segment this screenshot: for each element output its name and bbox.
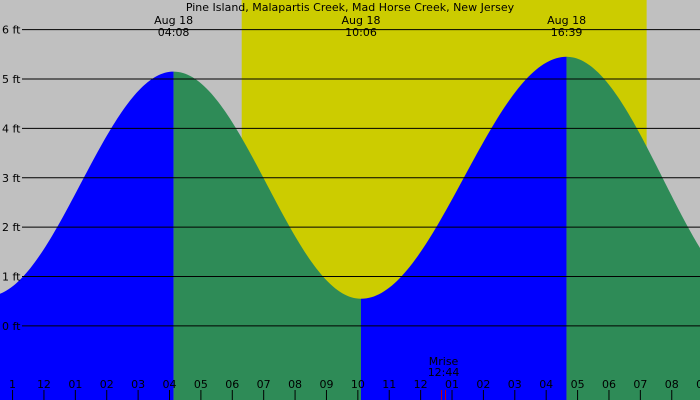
x-tick-label: 10 <box>351 378 365 391</box>
x-tick-label: 08 <box>288 378 302 391</box>
gridlines <box>22 29 700 327</box>
x-tick-label: 02 <box>476 378 490 391</box>
y-tick-label: 6 ft <box>2 24 21 37</box>
y-tick-label: 5 ft <box>2 73 21 86</box>
y-axis-labels: 0 ft 1 ft 2 ft 3 ft 4 ft 5 ft 6 ft <box>2 24 21 333</box>
x-tick-label: 09 <box>696 378 700 391</box>
chart-title: Pine Island, Malapartis Creek, Mad Horse… <box>186 1 515 14</box>
x-tick-label: 05 <box>194 378 208 391</box>
x-tick-label: 03 <box>508 378 522 391</box>
x-tick-label: 07 <box>257 378 271 391</box>
tide-areas <box>0 56 700 400</box>
x-tick-label: 08 <box>665 378 679 391</box>
x-tick-label: 02 <box>100 378 114 391</box>
rising-tide-area <box>360 56 567 400</box>
rising-tide-area <box>0 71 174 400</box>
x-tick-label: 07 <box>633 378 647 391</box>
x-tick-label: 12 <box>37 378 51 391</box>
x-tick-label: 1 <box>9 378 16 391</box>
y-tick-label: 0 ft <box>2 320 21 333</box>
x-axis: 1 12 01 02 03 04 05 06 07 08 09 10 11 12 01 02 03 04 05 06 0… <box>9 378 700 400</box>
y-tick-label: 2 ft <box>2 221 21 234</box>
x-tick-label: 12 <box>414 378 428 391</box>
x-tick-label: 01 <box>68 378 82 391</box>
extreme-date-label: Aug 18 <box>154 14 193 27</box>
x-tick-label: 04 <box>163 378 177 391</box>
moonrise-label: Mrise <box>429 355 459 368</box>
extreme-time-label: 10:06 <box>345 26 377 39</box>
falling-tide-area <box>173 71 361 400</box>
x-tick-label: 06 <box>602 378 616 391</box>
x-tick-label: 11 <box>382 378 396 391</box>
y-tick-label: 3 ft <box>2 172 21 185</box>
x-tick-label: 05 <box>571 378 585 391</box>
y-tick-label: 4 ft <box>2 122 21 135</box>
extreme-time-label: 16:39 <box>551 26 583 39</box>
x-tick-label: 01 <box>445 378 459 391</box>
extreme-date-label: Aug 18 <box>547 14 586 27</box>
extreme-time-label: 04:08 <box>158 26 190 39</box>
y-tick-label: 1 ft <box>2 271 21 284</box>
falling-tide-area <box>566 56 700 400</box>
moonrise-time: 12:44 <box>428 366 460 379</box>
x-tick-label: 04 <box>539 378 553 391</box>
x-tick-label: 06 <box>225 378 239 391</box>
x-tick-label: 03 <box>131 378 145 391</box>
x-tick-label: 09 <box>319 378 333 391</box>
extreme-date-label: Aug 18 <box>341 14 380 27</box>
